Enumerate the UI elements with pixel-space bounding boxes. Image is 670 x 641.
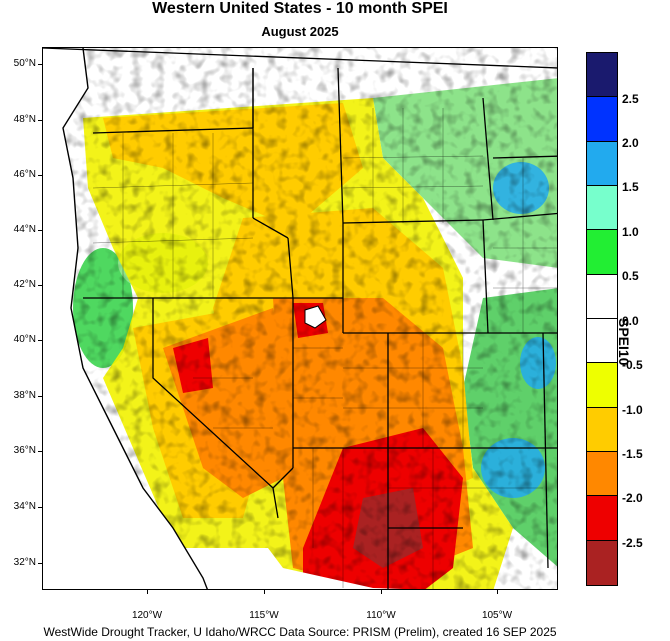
colorbar-label: 1.5: [622, 180, 639, 194]
colorbar-label: -2.0: [622, 491, 643, 505]
colorbar-segment: [587, 53, 617, 98]
lat-label: 38°N: [13, 390, 36, 401]
lon-label: 105°W: [481, 610, 513, 621]
colorbar-label: 0.0: [622, 314, 639, 328]
colorbar-segment: [587, 496, 617, 541]
coastline: [62, 48, 208, 589]
lat-label: 34°N: [13, 501, 36, 512]
lon-label: 110°W: [366, 610, 396, 621]
colorbar-label: 2.5: [622, 92, 639, 106]
footer-credit: WestWide Drought Tracker, U Idaho/WRCC D…: [43, 625, 557, 639]
lat-label: 36°N: [13, 445, 36, 456]
colorbar-segment: [587, 274, 617, 319]
lat-label: 40°N: [13, 334, 36, 345]
colorbar: [586, 52, 618, 586]
colorbar-segment: [587, 318, 617, 364]
colorbar-segment: [587, 451, 617, 497]
colorbar-label: -0.5: [622, 358, 643, 372]
colorbar-segment: [587, 540, 617, 585]
lon-label: 115°W: [249, 610, 279, 621]
colorbar-label: -1.0: [622, 403, 643, 417]
mexico: [183, 548, 403, 589]
colorbar-label: -1.5: [622, 447, 643, 461]
map-subtitle: August 2025: [261, 24, 339, 39]
spei-map: [42, 47, 558, 590]
colorbar-segment: [587, 97, 617, 142]
colorbar-title: SPEI10: [616, 318, 632, 366]
lat-label: 32°N: [13, 557, 36, 568]
county-borders: [92, 108, 557, 589]
great-salt-lake: [304, 305, 327, 329]
colorbar-segment: [587, 407, 617, 452]
lat-label: 48°N: [13, 114, 36, 125]
lat-label: 42°N: [13, 279, 36, 290]
ocean: [43, 48, 208, 589]
colorbar-label: -2.5: [622, 536, 643, 550]
lat-label: 50°N: [13, 58, 36, 69]
lon-label: 120°W: [131, 610, 163, 621]
lat-label: 46°N: [13, 169, 36, 180]
colorbar-segment: [587, 230, 617, 275]
colorbar-label: 2.0: [622, 136, 639, 150]
state-borders: [43, 48, 557, 589]
colorbar-segment: [587, 141, 617, 186]
spei-map-svg: [43, 48, 557, 589]
colorbar-label: 1.0: [622, 225, 639, 239]
colorbar-label: 0.5: [622, 269, 639, 283]
map-title: Western United States - 10 month SPEI: [152, 0, 448, 17]
lat-label: 44°N: [13, 224, 36, 235]
colorbar-segment: [587, 185, 617, 231]
colorbar-segment: [587, 363, 617, 408]
